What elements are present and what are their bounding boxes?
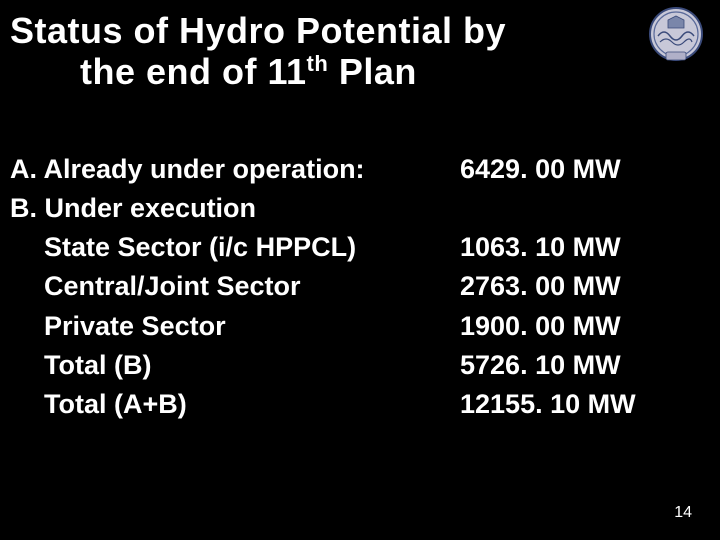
row-state-sector: State Sector (i/c HPPCL) 1063. 10 MW bbox=[10, 228, 690, 267]
slide-container: Status of Hydro Potential by the end of … bbox=[0, 0, 720, 540]
title-line-2: the end of 11th Plan bbox=[10, 51, 700, 92]
row-central-joint: Central/Joint Sector 2763. 00 MW bbox=[10, 267, 690, 306]
row-total-b: Total (B) 5726. 10 MW bbox=[10, 346, 690, 385]
row-label: Central/Joint Sector bbox=[10, 267, 301, 306]
row-label: Total (A+B) bbox=[10, 385, 187, 424]
row-value: 1900. 00 MW bbox=[460, 307, 621, 346]
row-total-ab: Total (A+B) 12155. 10 MW bbox=[10, 385, 690, 424]
page-number: 14 bbox=[674, 504, 692, 522]
row-value: 1063. 10 MW bbox=[460, 228, 621, 267]
row-label: B. Under execution bbox=[10, 189, 256, 228]
slide-title: Status of Hydro Potential by the end of … bbox=[0, 0, 720, 93]
row-label: Private Sector bbox=[10, 307, 226, 346]
row-label: State Sector (i/c HPPCL) bbox=[10, 228, 356, 267]
row-value: 12155. 10 MW bbox=[460, 385, 636, 424]
row-value: 6429. 00 MW bbox=[460, 150, 621, 189]
row-value: 5726. 10 MW bbox=[460, 346, 621, 385]
row-value: 2763. 00 MW bbox=[460, 267, 621, 306]
title-line-1: Status of Hydro Potential by bbox=[10, 10, 700, 51]
row-b-execution: B. Under execution bbox=[10, 189, 690, 228]
row-private-sector: Private Sector 1900. 00 MW bbox=[10, 307, 690, 346]
row-label: A. Already under operation: bbox=[10, 150, 365, 189]
row-label: Total (B) bbox=[10, 346, 151, 385]
row-a-operation: A. Already under operation: 6429. 00 MW bbox=[10, 150, 690, 189]
content-area: A. Already under operation: 6429. 00 MW … bbox=[10, 150, 690, 424]
organization-logo bbox=[646, 6, 706, 66]
